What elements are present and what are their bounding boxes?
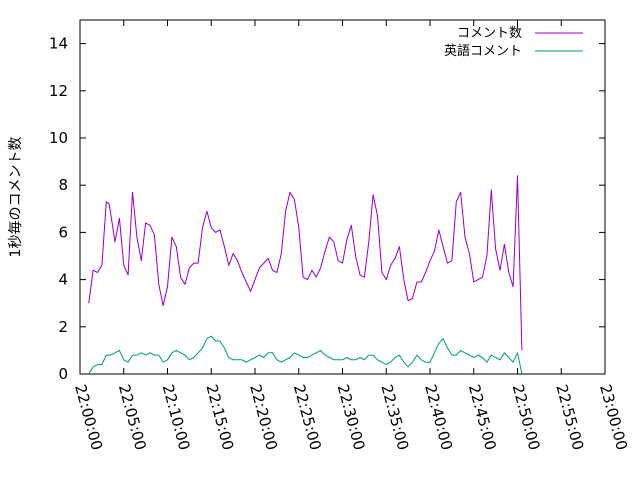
x-tick-label: 22:05:00 xyxy=(115,382,150,452)
legend: コメント数 英語コメント xyxy=(444,26,583,59)
y-tick-label: 6 xyxy=(58,223,68,241)
x-tick-label: 22:10:00 xyxy=(159,382,194,452)
y-tick-label: 10 xyxy=(49,129,68,147)
x-tick-label: 22:30:00 xyxy=(334,382,369,452)
x-tick-label: 22:45:00 xyxy=(465,382,500,452)
legend-label-english-comments: 英語コメント xyxy=(444,43,522,59)
x-tick-label: 22:35:00 xyxy=(377,382,412,452)
x-tick-label: 22:50:00 xyxy=(509,382,544,452)
y-tick-label: 14 xyxy=(49,35,68,53)
x-tick-label: 22:55:00 xyxy=(552,382,587,452)
x-tick-label: 22:20:00 xyxy=(246,382,281,452)
series-layer xyxy=(88,175,523,375)
y-tick-label: 2 xyxy=(58,318,68,336)
y-axis-label: 1秒毎のコメント数 xyxy=(8,137,24,258)
x-tick-label: 22:40:00 xyxy=(421,382,456,452)
y-tick-label: 12 xyxy=(49,82,68,100)
legend-label-comments: コメント数 xyxy=(457,26,522,41)
y-axis-ticks: 0 2 4 6 8 10 12 14 xyxy=(49,35,605,383)
x-tick-label: 23:00:00 xyxy=(596,382,631,452)
series-line-comments xyxy=(88,175,523,351)
series-line-english-comments xyxy=(88,335,523,375)
plot-frame xyxy=(79,19,606,375)
x-tick-label: 22:15:00 xyxy=(202,382,237,452)
y-tick-label: 4 xyxy=(58,271,68,289)
x-axis-ticks: 22:00:00 22:05:00 22:10:00 22:15:00 22:20:00… xyxy=(71,20,631,452)
x-tick-label: 22:25:00 xyxy=(290,382,325,452)
x-tick-label: 22:00:00 xyxy=(71,382,106,452)
y-tick-label: 0 xyxy=(58,365,68,383)
y-tick-label: 8 xyxy=(58,176,68,194)
